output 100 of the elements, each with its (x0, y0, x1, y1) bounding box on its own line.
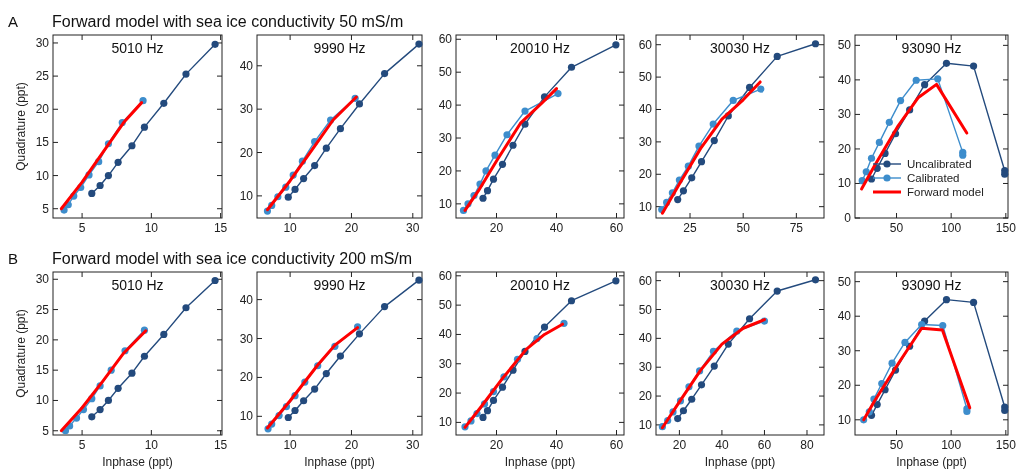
x-tick-label: 20 (344, 221, 359, 235)
x-tick-label: 60 (757, 438, 772, 452)
x-tick-label: 20 (489, 221, 504, 235)
y-tick-label: 20 (638, 389, 653, 404)
text: Forward model with sea ice conductivity 50 mS/m (52, 13, 404, 30)
chart-title: 93090 Hz (901, 277, 962, 293)
y-tick-label: 15 (35, 135, 50, 150)
y-tick-label: 50 (638, 302, 653, 317)
y-tick-label: 15 (35, 363, 50, 378)
x-tick-label: 100 (941, 438, 962, 452)
y-tick-label: 60 (438, 268, 453, 283)
x-tick-label: 10 (144, 221, 159, 235)
x-tick-label: 15 (213, 438, 228, 452)
x-axis-title: Inphase (ppt) (102, 455, 173, 469)
y-tick-label: 20 (239, 370, 254, 385)
x-tick-label: 150 (995, 438, 1017, 452)
x-tick-label: 40 (715, 438, 729, 452)
text: Forward model with sea ice conductivity 200 mS/m (52, 250, 413, 267)
y-tick-label: 10 (35, 168, 50, 183)
x-tick-label: 75 (789, 221, 804, 235)
y-tick-label: 10 (239, 409, 254, 424)
chart-title: 9990 Hz (313, 40, 366, 56)
y-tick-label: 30 (438, 356, 453, 371)
y-tick-label: 10 (837, 412, 852, 427)
x-tick-label: 50 (736, 221, 751, 235)
chart-title: 30030 Hz (710, 40, 770, 56)
x-tick-label: 15 (213, 221, 228, 235)
y-tick-label: 30 (837, 343, 852, 358)
y-tick-label: 30 (239, 331, 254, 346)
x-tick-label: 5 (78, 221, 86, 235)
y-tick-label: 20 (438, 386, 453, 401)
x-axis-title: Inphase (ppt) (504, 455, 576, 469)
x-tick-label: 30 (406, 438, 420, 452)
y-tick-label: 60 (438, 32, 453, 47)
y-tick-label: 10 (438, 415, 453, 430)
x-tick-label: 60 (609, 438, 624, 452)
y-tick-label: 30 (239, 102, 254, 117)
x-tick-label: 20 (489, 438, 504, 452)
chart-title: 5010 Hz (111, 40, 164, 56)
y-tick-label: 20 (35, 332, 50, 347)
y-tick-label: 60 (638, 37, 653, 52)
x-tick-label: 40 (549, 438, 564, 452)
y-tick-label: 40 (438, 327, 453, 342)
y-tick-label: 30 (35, 35, 50, 50)
y-tick-label: 30 (638, 134, 653, 149)
x-axis-title: Inphase (ppt) (896, 455, 967, 469)
chart-title: 9990 Hz (313, 277, 366, 293)
text: A (8, 13, 19, 30)
y-tick-label: 50 (438, 65, 453, 80)
x-axis-title: Inphase (ppt) (304, 455, 375, 469)
y-tick-label: 20 (239, 145, 254, 160)
y-tick-label: 20 (638, 167, 653, 182)
y-tick-label: 50 (837, 38, 852, 53)
y-tick-label: 40 (438, 98, 453, 113)
y-tick-label: 30 (35, 272, 50, 287)
x-tick-label: 10 (144, 438, 159, 452)
y-tick-label: 20 (837, 141, 852, 156)
y-tick-label: 5 (42, 201, 50, 216)
text: B (8, 250, 19, 267)
x-tick-label: 20 (344, 438, 359, 452)
y-axis-title: Quadrature (ppt) (14, 82, 28, 171)
chart-title: 30030 Hz (710, 277, 770, 293)
y-tick-label: 60 (638, 273, 653, 288)
y-tick-label: 10 (638, 199, 653, 214)
x-tick-label: 5 (78, 438, 86, 452)
y-tick-label: 40 (837, 309, 852, 324)
y-tick-label: 50 (438, 298, 453, 313)
y-tick-label: 0 (844, 211, 852, 225)
x-tick-label: 50 (889, 221, 904, 235)
y-tick-label: 25 (35, 302, 50, 317)
chart-title: 20010 Hz (510, 277, 570, 293)
y-tick-label: 30 (638, 360, 653, 375)
x-tick-label: 25 (683, 221, 698, 235)
y-tick-label: 50 (638, 70, 653, 85)
y-tick-label: 40 (638, 102, 653, 117)
legend-label: Calibrated (907, 172, 960, 184)
y-tick-label: 40 (239, 58, 254, 73)
y-tick-label: 30 (837, 107, 852, 122)
y-tick-label: 20 (837, 378, 852, 393)
x-tick-label: 30 (406, 221, 420, 235)
chart-title: 20010 Hz (510, 40, 570, 56)
chart-title: 93090 Hz (901, 40, 962, 56)
x-tick-label: 40 (549, 221, 564, 235)
y-tick-label: 40 (837, 72, 852, 87)
x-tick-label: 80 (800, 438, 814, 452)
y-tick-label: 10 (35, 393, 50, 408)
x-tick-label: 50 (889, 438, 904, 452)
y-tick-label: 20 (35, 102, 50, 117)
x-tick-label: 100 (941, 221, 962, 235)
x-tick-label: 10 (283, 438, 298, 452)
y-tick-label: 5 (42, 423, 50, 438)
x-tick-label: 150 (995, 221, 1017, 235)
x-axis-title: Inphase (ppt) (704, 455, 776, 469)
y-tick-label: 20 (438, 163, 453, 178)
y-tick-label: 40 (638, 331, 653, 346)
x-tick-label: 20 (672, 438, 687, 452)
y-tick-label: 10 (638, 417, 653, 432)
x-tick-label: 60 (609, 221, 624, 235)
legend-label: Uncalibrated (907, 158, 972, 170)
y-tick-label: 30 (438, 131, 453, 146)
